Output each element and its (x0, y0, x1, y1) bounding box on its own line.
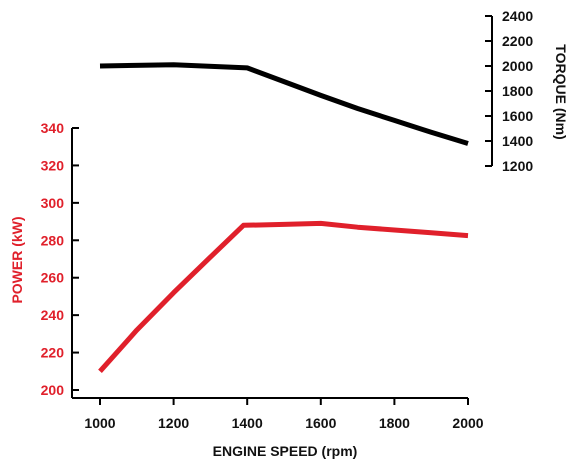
x-tick-label: 1200 (158, 415, 189, 431)
x-tick-label: 1000 (84, 415, 115, 431)
power-tick-label: 340 (41, 120, 65, 136)
x-tick-label: 1400 (232, 415, 263, 431)
torque-tick-label: 1400 (502, 133, 533, 149)
axes (72, 16, 492, 405)
power-tick-label: 200 (41, 382, 65, 398)
torque-tick-label: 1200 (502, 158, 533, 174)
power-tick-label: 320 (41, 157, 65, 173)
torque-series-line (100, 65, 468, 144)
tick-labels: 200 220 240 260 280 300 320 340 1000 1200 1400 1600… (41, 8, 534, 431)
x-tick-label: 2000 (452, 415, 483, 431)
torque-tick-label: 2400 (502, 8, 533, 24)
x-tick-label: 1800 (379, 415, 410, 431)
power-tick-label: 260 (41, 270, 65, 286)
power-tick-label: 220 (41, 345, 65, 361)
x-tick-label: 1600 (305, 415, 336, 431)
power-tick-label: 300 (41, 195, 65, 211)
torque-tick-label: 2200 (502, 33, 533, 49)
torque-tick-label: 1800 (502, 83, 533, 99)
torque-tick-label: 1600 (502, 108, 533, 124)
power-tick-label: 240 (41, 307, 65, 323)
torque-tick-label: 2000 (502, 58, 533, 74)
power-axis-title: POWER (kW) (9, 216, 25, 303)
power-series-line (100, 223, 468, 371)
torque-axis-title: TORQUE (Nm) (553, 44, 566, 139)
series-lines (100, 65, 468, 372)
x-axis-title: ENGINE SPEED (rpm) (213, 443, 358, 459)
power-tick-label: 280 (41, 232, 65, 248)
